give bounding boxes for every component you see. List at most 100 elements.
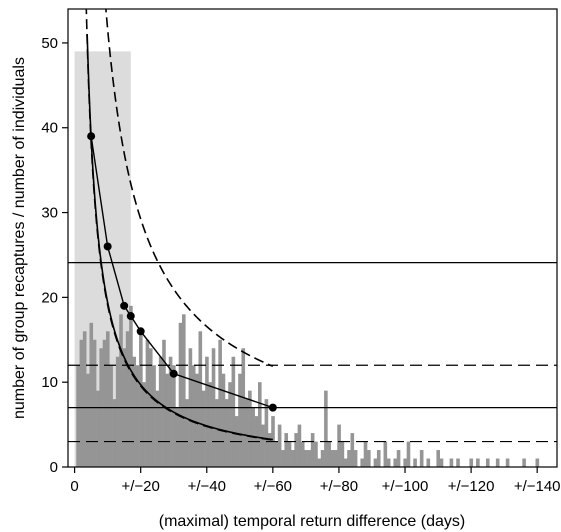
histogram-bar xyxy=(320,450,325,467)
histogram-bar xyxy=(426,458,431,467)
histogram-bar xyxy=(89,322,94,467)
y-tick-label: 0 xyxy=(50,459,58,476)
histogram-bar xyxy=(485,458,490,467)
x-tick-label: +/−60 xyxy=(254,478,292,495)
histogram-bar xyxy=(215,399,219,467)
histogram-bar xyxy=(79,339,84,467)
axes-layer: 0 +/−20 +/−40 +/−60 +/−80 +/−100 +/−120 +/−140 0… xyxy=(41,35,560,495)
series-marker xyxy=(103,242,112,251)
histogram-bar xyxy=(119,314,123,467)
histogram-bar xyxy=(393,458,398,467)
histogram-bar xyxy=(112,399,117,467)
y-tick-label: 40 xyxy=(41,120,58,137)
histogram-bar xyxy=(413,458,417,467)
histogram-bar xyxy=(92,339,97,467)
histogram-bar xyxy=(231,356,236,467)
histogram-bar xyxy=(178,322,183,467)
histogram-bar xyxy=(337,424,341,467)
histogram-bar xyxy=(96,390,100,467)
histogram-bar xyxy=(287,441,292,467)
x-tick-label: +/−120 xyxy=(448,478,495,495)
histogram-bar xyxy=(360,458,365,467)
histogram-bar xyxy=(86,373,90,467)
histogram-bar xyxy=(139,331,143,467)
fitted-curve xyxy=(86,33,273,441)
histogram-bar xyxy=(244,399,249,467)
histogram-bar xyxy=(129,305,133,467)
histogram-bar xyxy=(403,458,407,467)
histogram-bar xyxy=(310,433,315,467)
histogram-bar xyxy=(343,458,348,467)
histogram-bar xyxy=(304,450,308,467)
histogram-bar xyxy=(314,441,318,467)
histogram-bar xyxy=(419,450,424,467)
histogram-bar xyxy=(135,365,140,467)
histogram-bar xyxy=(373,458,378,467)
x-tick-label: +/−40 xyxy=(188,478,226,495)
histogram-bar xyxy=(367,450,371,467)
histogram-bar xyxy=(238,373,242,467)
histogram-bar xyxy=(340,441,345,467)
histogram-bar xyxy=(324,390,328,467)
x-axis-label: (maximal) temporal return difference (da… xyxy=(159,513,465,530)
x-tick-label: +/−100 xyxy=(382,478,429,495)
histogram-bar xyxy=(257,382,262,467)
series-marker xyxy=(169,369,178,378)
histogram-bar xyxy=(172,365,176,467)
histogram-bar xyxy=(145,339,150,467)
histogram-bar xyxy=(82,331,87,467)
histogram-bar xyxy=(158,356,163,467)
y-tick-label: 50 xyxy=(41,35,58,52)
markers-layer xyxy=(87,132,277,412)
histogram-bar xyxy=(327,441,331,467)
series-marker xyxy=(268,403,277,412)
histogram-bar xyxy=(449,458,454,467)
plot-frame xyxy=(67,8,558,468)
histogram-bar xyxy=(294,433,298,467)
histogram-bar xyxy=(175,407,179,467)
series-marker xyxy=(136,327,145,336)
histogram-bar xyxy=(284,433,289,467)
histogram-bar xyxy=(248,390,252,467)
histogram-bar xyxy=(277,424,282,467)
histogram-bar xyxy=(102,339,107,467)
histogram-bar xyxy=(476,458,480,467)
histogram-bar xyxy=(317,458,322,467)
histogram-bar xyxy=(142,382,146,467)
histogram-bar xyxy=(208,382,213,467)
series-marker xyxy=(120,301,129,310)
histogram-bar xyxy=(218,339,222,467)
histogram-bar xyxy=(281,450,285,467)
histogram-bar xyxy=(205,356,209,467)
histogram-bar xyxy=(185,399,189,467)
histogram-bar xyxy=(436,450,441,467)
histogram-bar xyxy=(333,450,338,467)
histogram-bar xyxy=(297,424,302,467)
series-marker xyxy=(87,132,96,141)
x-tick-label: +/−140 xyxy=(514,478,561,495)
y-tick-label: 20 xyxy=(41,289,58,306)
histogram-bar xyxy=(535,458,540,467)
histogram-bar xyxy=(383,441,388,467)
y-tick-label: 10 xyxy=(41,374,58,391)
histogram-bar xyxy=(274,441,279,467)
histogram-bar xyxy=(363,441,368,467)
histogram-bar xyxy=(261,424,265,467)
histogram-bar xyxy=(439,458,444,467)
histogram-bar xyxy=(505,458,510,467)
histogram-bar xyxy=(115,356,120,467)
histogram-bar xyxy=(195,373,199,467)
y-tick-label: 30 xyxy=(41,205,58,222)
histogram-bar xyxy=(386,458,391,467)
histogram-bar xyxy=(224,399,229,467)
histogram-bar xyxy=(267,433,272,467)
x-tick-label: +/−20 xyxy=(122,478,160,495)
histogram-bar xyxy=(469,458,474,467)
histogram-bar xyxy=(228,382,232,467)
histogram-bar xyxy=(132,356,137,467)
upper-envelope-curve xyxy=(105,9,274,368)
histogram-bar xyxy=(109,365,113,467)
histogram-bar xyxy=(347,450,351,467)
histogram-bar xyxy=(300,441,305,467)
